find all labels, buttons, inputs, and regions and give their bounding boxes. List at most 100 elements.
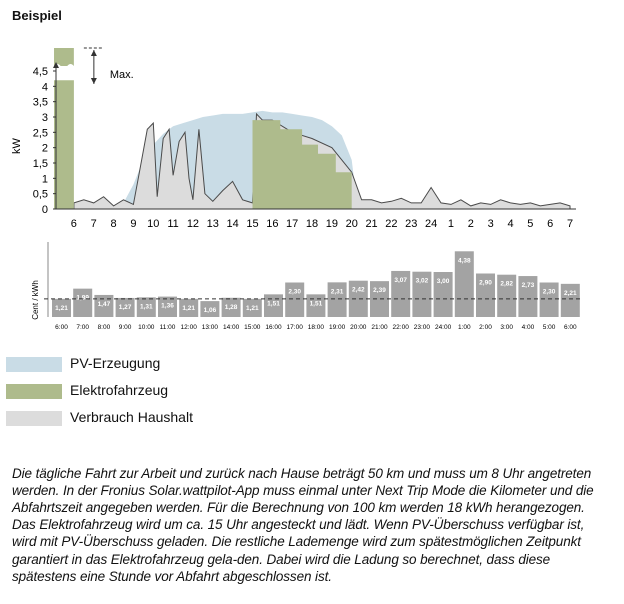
price-bar-label: 1,21 <box>55 305 68 312</box>
price-x-tick-label: 11:00 <box>160 324 176 331</box>
price-bar-label: 2,90 <box>479 280 492 287</box>
price-bar <box>412 271 432 317</box>
price-bar-label: 1,36 <box>161 303 174 310</box>
y-tick-label: 0 <box>42 204 48 216</box>
price-x-tick-label: 9:00 <box>119 324 132 331</box>
y-tick-label: 2 <box>42 143 48 155</box>
series-area-ev <box>54 80 432 209</box>
price-x-tick-label: 21:00 <box>371 324 388 331</box>
price-bar-label: 2,42 <box>352 287 365 294</box>
x-tick-label: 12 <box>187 218 199 230</box>
price-bar-label: 2,39 <box>373 287 386 294</box>
price-y-axis-label: Cent / kWh <box>31 280 40 320</box>
price-x-tick-label: 5:00 <box>543 324 556 331</box>
price-bar-label: 1,06 <box>204 307 217 314</box>
price-bar-label: 1,47 <box>98 301 111 308</box>
x-tick-label: 14 <box>227 218 239 230</box>
price-bar <box>348 280 368 317</box>
price-bar-label: 4,38 <box>458 257 471 264</box>
price-x-tick-label: 24:00 <box>435 324 452 331</box>
price-x-tick-label: 13:00 <box>202 324 219 331</box>
y-tick-label: 2,5 <box>33 127 48 139</box>
price-bar-label: 2,82 <box>500 281 513 288</box>
price-bar-label: 1,28 <box>225 304 238 311</box>
price-x-tick-label: 23:00 <box>414 324 431 331</box>
price-bar <box>497 274 517 317</box>
x-tick-label: 13 <box>207 218 219 230</box>
ev-max-block <box>54 48 74 66</box>
y-tick-label: 0,5 <box>33 189 48 201</box>
price-x-tick-label: 10:00 <box>138 324 155 331</box>
x-tick-label: 19 <box>326 218 338 230</box>
price-bar-label: 3,07 <box>394 277 407 284</box>
ev-max-break <box>54 64 74 68</box>
price-bar <box>179 298 199 317</box>
price-x-tick-label: 4:00 <box>522 324 535 331</box>
price-bar-label: 1,51 <box>310 300 323 307</box>
x-tick-label: 4 <box>507 218 513 230</box>
description-text: Die tägliche Fahrt zur Arbeit und zurück… <box>12 465 594 584</box>
price-bar <box>433 272 453 317</box>
price-bar <box>560 283 580 317</box>
legend-swatch-pv <box>6 357 62 372</box>
y-tick-label: 4 <box>42 81 48 93</box>
legend-label-pv: PV-Erzeugung <box>70 355 161 371</box>
x-tick-label: 18 <box>306 218 318 230</box>
price-bar-label: 2,30 <box>543 289 556 296</box>
price-bar <box>306 294 326 317</box>
price-bar-label: 3,02 <box>416 278 429 285</box>
price-x-tick-label: 22:00 <box>393 324 410 331</box>
price-x-tick-label: 15:00 <box>244 324 261 331</box>
price-x-tick-label: 2:00 <box>479 324 492 331</box>
price-bar-label: 1,51 <box>267 300 280 307</box>
legend-label-ev: Elektrofahrzeug <box>70 382 169 398</box>
price-x-tick-label: 6:00 <box>564 324 577 331</box>
x-tick-label: 3 <box>488 218 494 230</box>
x-tick-label: 22 <box>385 218 397 230</box>
page-heading: Beispiel <box>12 8 62 23</box>
price-bar <box>539 282 559 317</box>
max-label: Max. <box>110 69 134 81</box>
x-tick-label: 10 <box>147 218 159 230</box>
price-x-tick-label: 6:00 <box>55 324 68 331</box>
y-axis-arrow <box>53 62 59 68</box>
price-x-tick-label: 16:00 <box>265 324 282 331</box>
x-tick-label: 6 <box>547 218 553 230</box>
price-bar <box>221 297 241 317</box>
legend-swatch-household <box>6 411 62 426</box>
x-tick-label: 16 <box>266 218 278 230</box>
price-bar <box>454 251 474 317</box>
x-tick-label: 24 <box>425 218 437 230</box>
x-tick-label: 5 <box>527 218 533 230</box>
x-tick-label: 17 <box>286 218 298 230</box>
x-tick-label: 9 <box>130 218 136 230</box>
price-x-tick-label: 7:00 <box>76 324 89 331</box>
price-bar <box>94 294 114 317</box>
price-bar <box>115 297 135 317</box>
max-arrow-head-up <box>90 50 97 56</box>
legend-swatch-ev <box>6 384 62 399</box>
x-tick-label: 8 <box>110 218 116 230</box>
price-x-tick-label: 1:00 <box>458 324 471 331</box>
price-bar <box>200 301 220 317</box>
price-bar-label: 1,31 <box>140 303 153 310</box>
price-bar-label: 1,27 <box>119 304 132 311</box>
y-tick-label: 3,5 <box>33 97 48 109</box>
price-x-tick-label: 3:00 <box>500 324 513 331</box>
price-bar <box>327 282 347 317</box>
price-bar <box>136 297 156 317</box>
price-bar <box>476 273 495 317</box>
price-bar <box>518 276 538 317</box>
x-tick-label: 23 <box>405 218 417 230</box>
x-tick-label: 11 <box>167 218 178 230</box>
price-x-tick-label: 12:00 <box>181 324 198 331</box>
x-tick-label: 6 <box>71 218 77 230</box>
price-x-tick-label: 20:00 <box>350 324 367 331</box>
price-bar <box>264 294 283 317</box>
x-tick-label: 7 <box>567 218 573 230</box>
price-x-tick-label: 17:00 <box>287 324 304 331</box>
x-tick-label: 2 <box>468 218 474 230</box>
price-bar <box>370 281 389 317</box>
x-tick-label: 7 <box>91 218 97 230</box>
